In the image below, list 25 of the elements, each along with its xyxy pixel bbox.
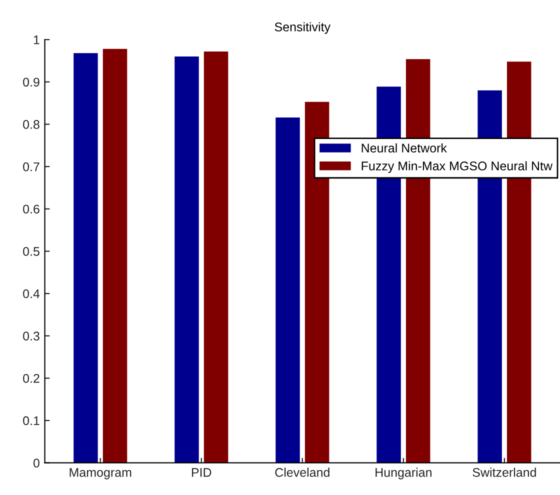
x-tick-label: Hungarian	[376, 468, 432, 480]
bar	[74, 53, 98, 463]
chart-title: Sensitivity	[274, 22, 331, 34]
bar	[102, 48, 128, 463]
y-tick-label: 0.7	[23, 162, 40, 172]
x-tick-label: Switzerland	[472, 468, 536, 477]
bar	[174, 56, 199, 463]
legend-label: Fuzzy Min-Max MGSO Neural Ntw	[362, 161, 553, 173]
y-tick-label: 1	[34, 36, 40, 44]
y-tick-label: 0	[33, 458, 40, 468]
x-tick-label: Mamogram	[70, 468, 132, 480]
y-tick-label: 0.3	[23, 332, 40, 341]
bar	[304, 102, 330, 463]
y-tick-label: 0.8	[23, 120, 40, 129]
y-tick-label: 0.9	[23, 78, 40, 87]
x-tick-label: PID	[192, 468, 212, 477]
y-tick-label: 0.6	[23, 204, 40, 214]
bar	[204, 51, 228, 463]
y-tick-label: 0.1	[23, 416, 40, 426]
legend-label: Neural Network	[362, 143, 447, 153]
y-tick-label: 0.5	[23, 247, 40, 256]
bar	[276, 117, 300, 463]
y-tick-label: 0.4	[23, 289, 40, 298]
x-tick-label: Cleveland	[275, 468, 330, 477]
y-tick-label: 0.2	[23, 374, 40, 383]
